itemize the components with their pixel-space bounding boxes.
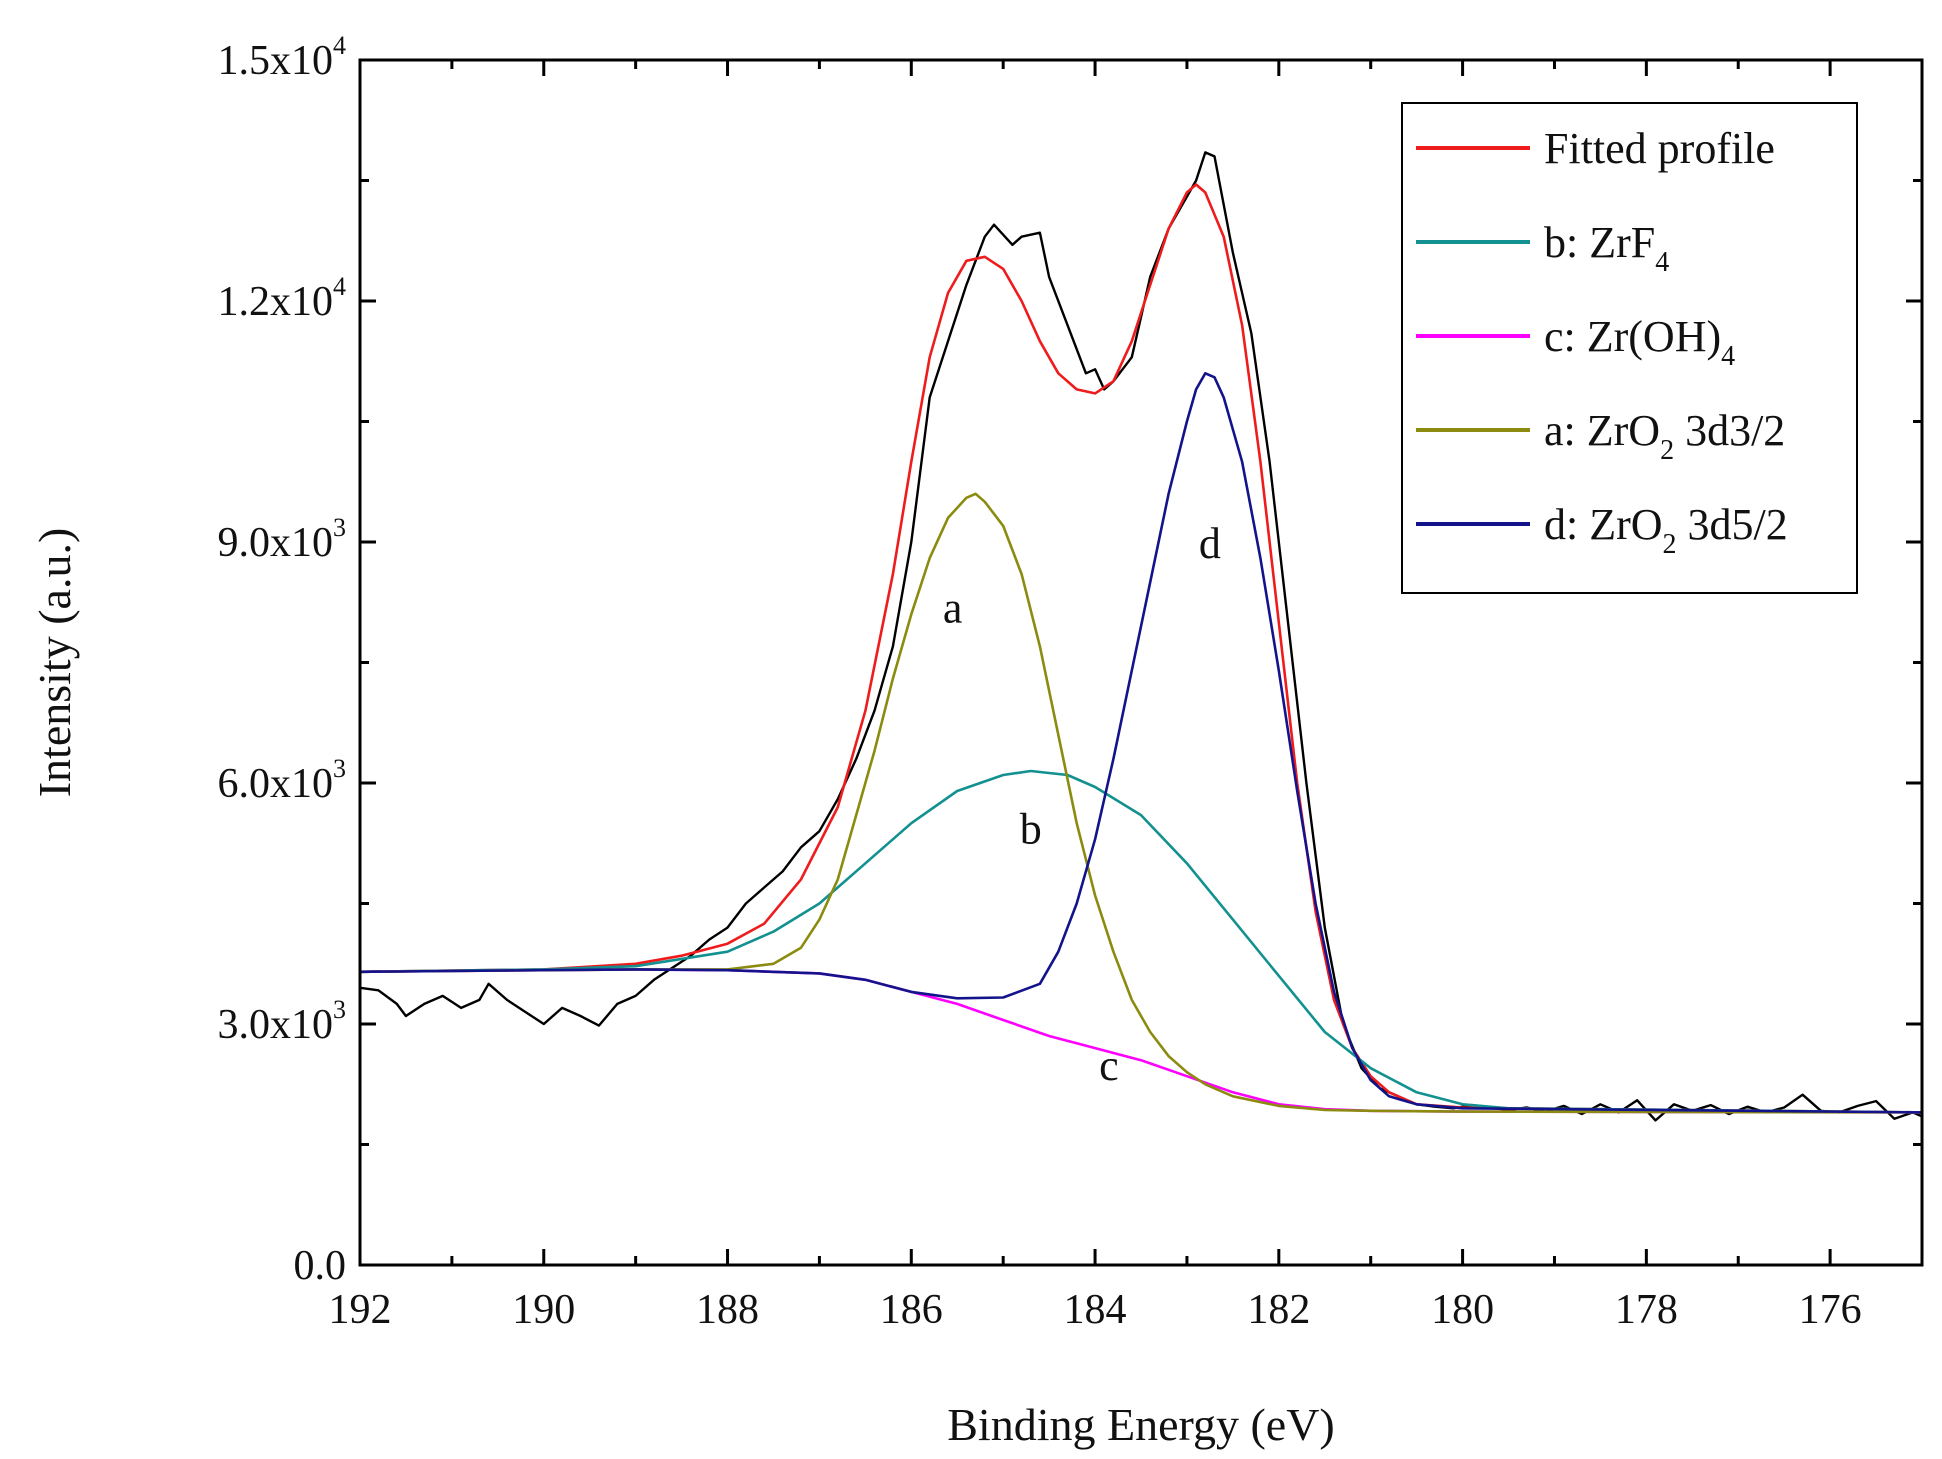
- ticks-layer: [358, 58, 1922, 1267]
- x-tick-label: 182: [1247, 1287, 1310, 1333]
- annotation-layer: a b c d: [943, 519, 1221, 1090]
- legend-item-d: d: ZrO2 3d5/2: [1416, 500, 1788, 560]
- labels-layer: 192 190 188 186 184 182 180 178 176 0.0 3.0x103 6.0…: [218, 31, 1862, 1333]
- peak-label-a: a: [943, 583, 963, 632]
- y-tick-label: 1.5x104: [218, 31, 347, 84]
- x-tick-label: 178: [1615, 1287, 1678, 1333]
- legend-label: c: Zr(OH)4: [1544, 312, 1735, 372]
- x-tick-label: 186: [880, 1287, 943, 1333]
- legend-label: a: ZrO2 3d3/2: [1544, 406, 1785, 466]
- series-line-3: [360, 968, 1922, 1114]
- series-line-4: [360, 492, 1922, 1114]
- x-tick-label: 190: [512, 1287, 575, 1333]
- legend: Fitted profile b: ZrF4 c: Zr(OH)4 a: ZrO2 3…: [1401, 102, 1858, 594]
- series-line-5: [360, 372, 1922, 1114]
- legend-item-b: b: ZrF4: [1416, 218, 1669, 278]
- legend-box: [1401, 102, 1858, 594]
- series-layer: [360, 151, 1922, 1122]
- legend-item-a: a: ZrO2 3d3/2: [1416, 406, 1785, 466]
- legend-item-c: c: Zr(OH)4: [1416, 312, 1735, 372]
- legend-label: b: ZrF4: [1544, 218, 1669, 278]
- x-axis-title: Binding Energy (eV): [947, 1399, 1335, 1450]
- y-tick-label: 9.0x103: [218, 513, 347, 566]
- y-tick-label: 6.0x103: [218, 754, 347, 807]
- x-tick-label: 180: [1431, 1287, 1494, 1333]
- legend-item-fit: Fitted profile: [1416, 124, 1775, 173]
- legend-label: d: ZrO2 3d5/2: [1544, 500, 1788, 560]
- peak-label-c: c: [1099, 1041, 1119, 1090]
- peak-label-b: b: [1020, 804, 1042, 853]
- series-line-0: [360, 151, 1922, 1122]
- y-tick-label: 3.0x103: [218, 995, 347, 1048]
- peak-label-d: d: [1199, 519, 1221, 568]
- series-line-1: [360, 183, 1922, 1114]
- y-tick-label: 1.2x104: [218, 272, 347, 325]
- legend-label: Fitted profile: [1544, 124, 1775, 173]
- y-axis-title: Intensity (a.u.): [29, 528, 80, 798]
- y-tick-label: 0.0: [294, 1243, 347, 1289]
- x-tick-label: 184: [1064, 1287, 1127, 1333]
- x-tick-label: 192: [329, 1287, 392, 1333]
- x-tick-label: 188: [696, 1287, 759, 1333]
- x-tick-label: 176: [1799, 1287, 1862, 1333]
